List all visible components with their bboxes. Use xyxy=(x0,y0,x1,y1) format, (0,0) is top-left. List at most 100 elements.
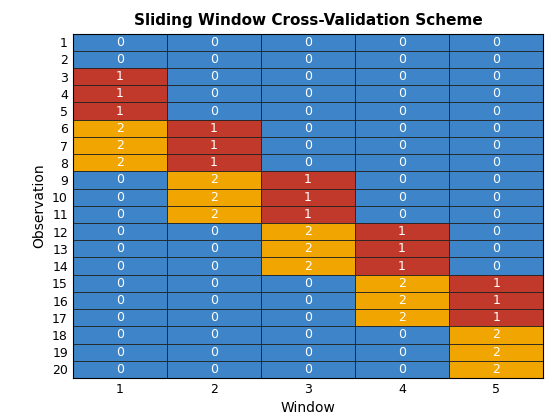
Text: 0: 0 xyxy=(492,139,500,152)
Bar xyxy=(167,223,261,240)
Bar xyxy=(355,85,449,102)
Text: 0: 0 xyxy=(304,36,312,49)
Text: 1: 1 xyxy=(116,87,124,100)
Bar xyxy=(449,120,543,137)
Text: 1: 1 xyxy=(210,139,218,152)
Bar xyxy=(73,171,167,189)
Bar xyxy=(167,51,261,68)
Text: 1: 1 xyxy=(398,225,406,238)
Text: 2: 2 xyxy=(492,328,500,341)
Text: 0: 0 xyxy=(398,191,406,204)
Text: 0: 0 xyxy=(210,328,218,341)
Text: 0: 0 xyxy=(398,70,406,83)
Y-axis label: Observation: Observation xyxy=(32,163,46,248)
Text: 0: 0 xyxy=(116,53,124,66)
Bar xyxy=(449,361,543,378)
Text: 0: 0 xyxy=(304,328,312,341)
Bar xyxy=(73,206,167,223)
Bar xyxy=(261,344,355,361)
Text: 0: 0 xyxy=(116,294,124,307)
Text: 0: 0 xyxy=(210,311,218,324)
Bar xyxy=(73,257,167,275)
Bar xyxy=(355,309,449,326)
Bar xyxy=(261,154,355,171)
Text: 2: 2 xyxy=(116,139,124,152)
Bar xyxy=(355,257,449,275)
Bar xyxy=(73,326,167,344)
Bar xyxy=(355,240,449,257)
Bar xyxy=(167,292,261,309)
Text: 0: 0 xyxy=(210,260,218,273)
Bar xyxy=(449,344,543,361)
Bar xyxy=(73,361,167,378)
Text: 2: 2 xyxy=(210,208,218,221)
Text: 0: 0 xyxy=(210,87,218,100)
Bar xyxy=(449,34,543,51)
Bar xyxy=(355,206,449,223)
Text: 0: 0 xyxy=(492,70,500,83)
Bar xyxy=(449,309,543,326)
Text: 0: 0 xyxy=(398,53,406,66)
Text: 0: 0 xyxy=(116,242,124,255)
Text: 0: 0 xyxy=(116,363,124,376)
Bar xyxy=(167,326,261,344)
Text: 0: 0 xyxy=(304,53,312,66)
Text: 0: 0 xyxy=(210,277,218,290)
Bar xyxy=(261,51,355,68)
Text: 2: 2 xyxy=(210,191,218,204)
Text: 0: 0 xyxy=(304,70,312,83)
Bar xyxy=(355,51,449,68)
Text: 0: 0 xyxy=(398,173,406,186)
Text: 0: 0 xyxy=(116,346,124,359)
Bar xyxy=(261,309,355,326)
Text: 0: 0 xyxy=(210,294,218,307)
Text: 0: 0 xyxy=(210,225,218,238)
Bar xyxy=(73,120,167,137)
Text: 0: 0 xyxy=(210,346,218,359)
Bar xyxy=(355,344,449,361)
Bar xyxy=(449,189,543,206)
Text: 2: 2 xyxy=(304,260,312,273)
Text: 0: 0 xyxy=(398,208,406,221)
Bar xyxy=(73,189,167,206)
Text: 0: 0 xyxy=(398,122,406,135)
Bar xyxy=(261,34,355,51)
Text: 0: 0 xyxy=(492,173,500,186)
Text: 0: 0 xyxy=(492,156,500,169)
Bar xyxy=(167,309,261,326)
Text: 2: 2 xyxy=(398,311,406,324)
Bar xyxy=(261,292,355,309)
Text: 1: 1 xyxy=(304,208,312,221)
X-axis label: Window: Window xyxy=(281,402,335,415)
Text: 2: 2 xyxy=(210,173,218,186)
Text: 0: 0 xyxy=(116,208,124,221)
Bar xyxy=(449,171,543,189)
Text: 1: 1 xyxy=(304,173,312,186)
Bar xyxy=(355,171,449,189)
Text: 0: 0 xyxy=(492,208,500,221)
Bar xyxy=(449,223,543,240)
Text: 0: 0 xyxy=(398,87,406,100)
Bar xyxy=(73,85,167,102)
Bar xyxy=(167,120,261,137)
Text: 0: 0 xyxy=(398,139,406,152)
Bar xyxy=(261,68,355,85)
Bar xyxy=(73,344,167,361)
Bar xyxy=(355,120,449,137)
Text: 0: 0 xyxy=(116,277,124,290)
Text: 0: 0 xyxy=(304,294,312,307)
Text: 2: 2 xyxy=(304,225,312,238)
Bar xyxy=(261,361,355,378)
Bar xyxy=(261,240,355,257)
Bar xyxy=(167,257,261,275)
Text: 0: 0 xyxy=(116,36,124,49)
Text: 0: 0 xyxy=(210,70,218,83)
Text: 0: 0 xyxy=(398,346,406,359)
Text: 0: 0 xyxy=(304,105,312,118)
Text: 1: 1 xyxy=(304,191,312,204)
Bar xyxy=(261,102,355,120)
Bar xyxy=(449,257,543,275)
Bar xyxy=(261,171,355,189)
Bar xyxy=(355,361,449,378)
Text: 0: 0 xyxy=(492,242,500,255)
